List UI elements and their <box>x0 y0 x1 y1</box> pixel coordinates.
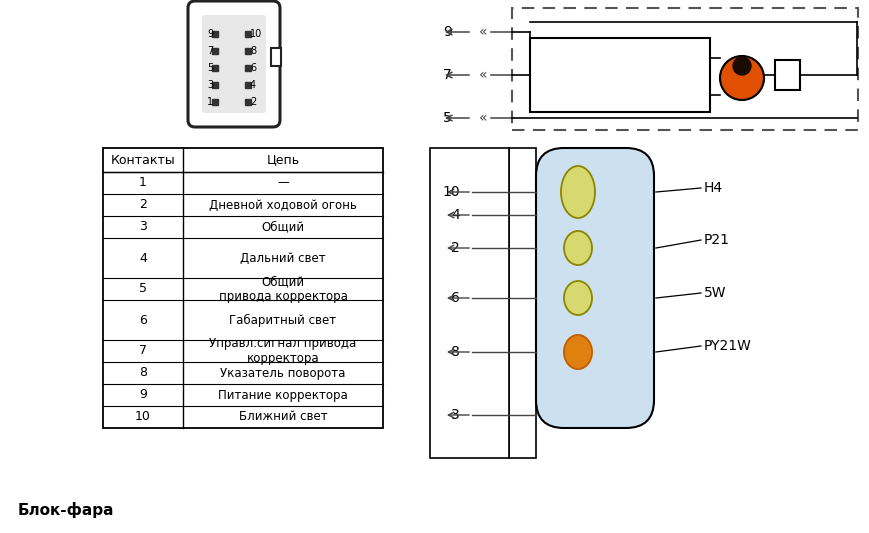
Text: 7: 7 <box>443 68 452 82</box>
Text: 7: 7 <box>207 46 213 56</box>
Text: 10: 10 <box>442 185 460 199</box>
Text: Общий
привода корректора: Общий привода корректора <box>219 275 348 303</box>
Circle shape <box>733 57 751 75</box>
Text: «: « <box>479 68 488 82</box>
Bar <box>430 148 509 458</box>
Text: P21: P21 <box>704 233 730 247</box>
Bar <box>509 148 536 458</box>
Bar <box>512 8 858 130</box>
Text: Цепь: Цепь <box>267 154 300 166</box>
Text: 6: 6 <box>451 291 460 305</box>
Ellipse shape <box>564 281 592 315</box>
Text: 6: 6 <box>139 313 147 327</box>
Text: 7: 7 <box>139 344 147 358</box>
Text: 4: 4 <box>250 80 256 90</box>
Text: 9: 9 <box>207 29 213 39</box>
Bar <box>271 48 281 66</box>
Text: Контакты: Контакты <box>110 154 176 166</box>
Text: Блок-фара: Блок-фара <box>18 502 115 518</box>
Text: 5: 5 <box>139 282 147 295</box>
FancyBboxPatch shape <box>202 15 266 113</box>
Text: 3: 3 <box>451 408 460 422</box>
Text: 5: 5 <box>443 111 452 125</box>
Text: 5W: 5W <box>704 286 726 300</box>
Text: 9: 9 <box>139 389 147 401</box>
Text: 5: 5 <box>207 63 213 73</box>
Bar <box>103 148 383 428</box>
Text: 3: 3 <box>139 221 147 233</box>
Text: 10: 10 <box>135 410 151 424</box>
Bar <box>775 60 800 90</box>
Text: Указатель поворота: Указатель поворота <box>221 367 346 379</box>
Ellipse shape <box>564 335 592 369</box>
Text: Общий: Общий <box>262 221 304 233</box>
Text: 8: 8 <box>451 345 460 359</box>
Text: Дальний свет: Дальний свет <box>240 252 326 264</box>
Circle shape <box>720 56 764 100</box>
Ellipse shape <box>561 166 595 218</box>
Text: 3: 3 <box>207 80 213 90</box>
Ellipse shape <box>564 231 592 265</box>
Text: 4: 4 <box>139 252 147 264</box>
Text: PY21W: PY21W <box>704 339 752 353</box>
Text: Габаритный свет: Габаритный свет <box>229 313 336 327</box>
Text: Ближний свет: Ближний свет <box>239 410 328 424</box>
Text: «: « <box>479 25 488 39</box>
Bar <box>530 38 710 112</box>
FancyBboxPatch shape <box>188 1 280 127</box>
Text: H4: H4 <box>704 181 723 195</box>
Text: 8: 8 <box>250 46 256 56</box>
Text: 2: 2 <box>139 198 147 212</box>
FancyBboxPatch shape <box>536 148 654 428</box>
Text: —: — <box>277 176 289 190</box>
Text: 2: 2 <box>250 97 256 107</box>
Text: Дневной ходовой огонь: Дневной ходовой огонь <box>209 198 357 212</box>
Text: 9: 9 <box>443 25 452 39</box>
Text: Питание корректора: Питание корректора <box>218 389 348 401</box>
Text: 8: 8 <box>139 367 147 379</box>
Text: 2: 2 <box>451 241 460 255</box>
Text: 10: 10 <box>250 29 262 39</box>
Text: 4: 4 <box>451 208 460 222</box>
Text: 1: 1 <box>207 97 213 107</box>
Text: Управл.сигнал привода
корректора: Управл.сигнал привода корректора <box>209 337 356 365</box>
Text: 1: 1 <box>139 176 147 190</box>
Text: 6: 6 <box>250 63 256 73</box>
Text: «: « <box>479 111 488 125</box>
